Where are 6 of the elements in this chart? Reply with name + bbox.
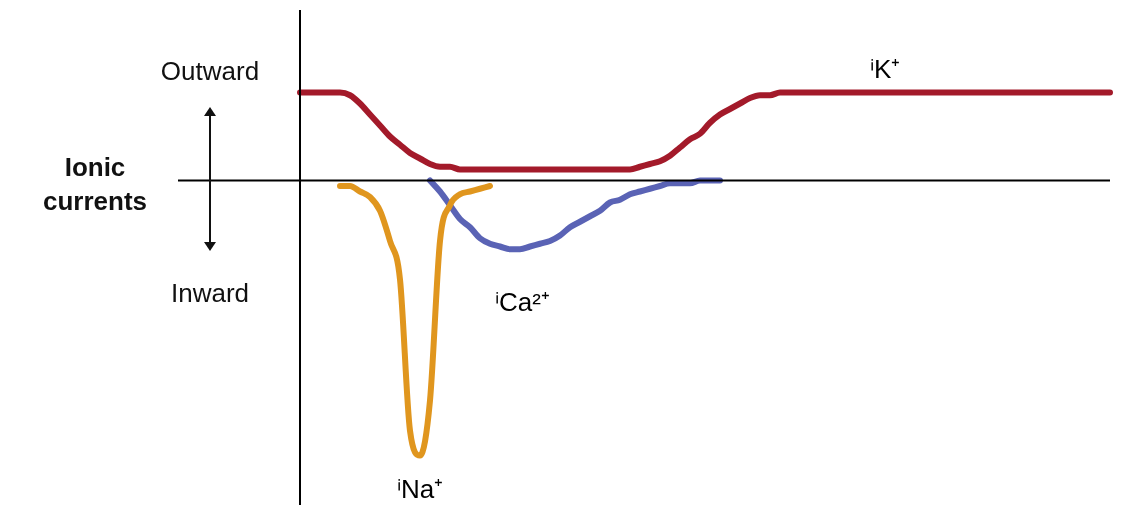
text: Inward	[169, 278, 250, 309]
series-label: ⁱNa⁺	[396, 473, 444, 504]
text: Outward	[159, 56, 261, 87]
text: Ionic currents	[41, 151, 148, 218]
series-label: ⁱK⁺	[870, 53, 901, 84]
series-label: ⁱCa²⁺	[495, 287, 550, 318]
